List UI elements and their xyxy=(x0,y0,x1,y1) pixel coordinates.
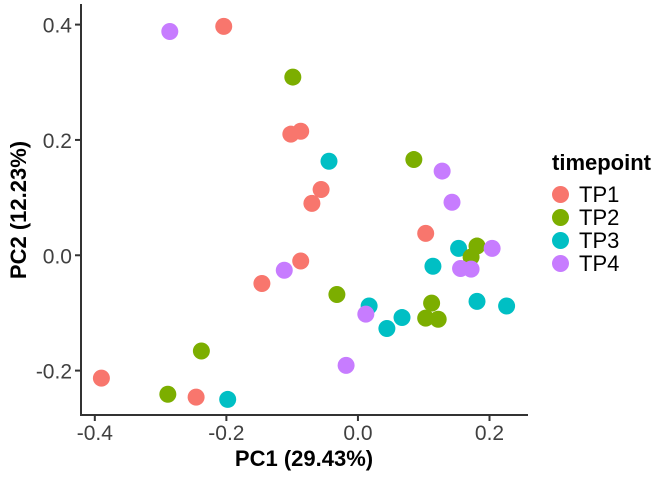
legend-item-tp2: TP2 xyxy=(552,206,651,229)
legend-item-tp4: TP4 xyxy=(552,252,651,275)
svg-text:-0.2: -0.2 xyxy=(208,422,244,445)
data-points xyxy=(92,17,516,408)
svg-text:-0.2: -0.2 xyxy=(36,361,72,384)
svg-text:0.2: 0.2 xyxy=(475,422,504,445)
legend-title: timepoint xyxy=(552,150,651,175)
svg-text:0.0: 0.0 xyxy=(343,422,372,445)
svg-text:0.4: 0.4 xyxy=(43,15,73,38)
legend: timepoint TP1 TP2 TP3 TP4 xyxy=(552,150,651,275)
legend-item-tp3: TP3 xyxy=(552,229,651,252)
tp2-point-icon xyxy=(552,209,569,226)
tp4-point-icon xyxy=(552,255,569,272)
svg-text:-0.4: -0.4 xyxy=(77,422,114,445)
legend-item-tp1: TP1 xyxy=(552,183,651,206)
legend-label-tp4: TP4 xyxy=(579,251,620,276)
legend-label-tp2: TP2 xyxy=(579,205,620,230)
svg-text:0.2: 0.2 xyxy=(43,130,72,153)
svg-text:0.0: 0.0 xyxy=(43,245,72,268)
tp1-point-icon xyxy=(552,186,569,203)
y-axis-title: PC2 (12.23%) xyxy=(6,141,31,279)
x-axis-title: PC1 (29.43%) xyxy=(235,446,373,471)
tp3-point-icon xyxy=(552,232,569,249)
axes: -0.4 -0.2 0.0 0.2 0.4 0.2 0.0 -0.2 xyxy=(36,4,528,445)
legend-label-tp3: TP3 xyxy=(579,228,620,253)
legend-label-tp1: TP1 xyxy=(579,182,620,207)
